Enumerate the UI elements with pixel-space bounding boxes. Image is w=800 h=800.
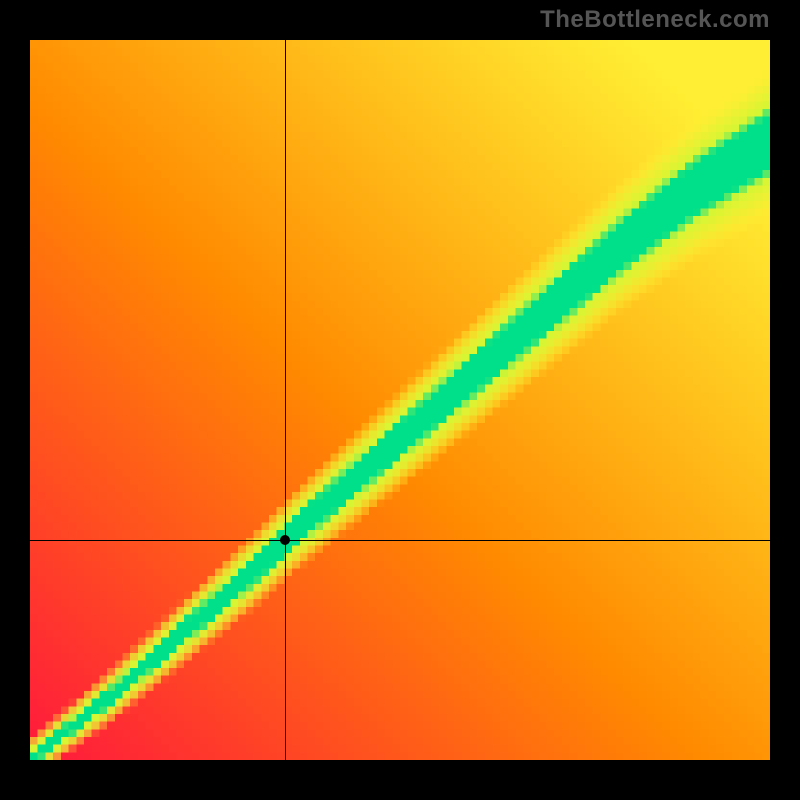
heatmap-canvas [30,40,770,760]
crosshair-horizontal [30,540,770,541]
watermark-text: TheBottleneck.com [540,6,770,34]
chart-container: TheBottleneck.com [0,0,800,800]
heatmap-plot [30,40,770,760]
crosshair-vertical [285,40,286,760]
